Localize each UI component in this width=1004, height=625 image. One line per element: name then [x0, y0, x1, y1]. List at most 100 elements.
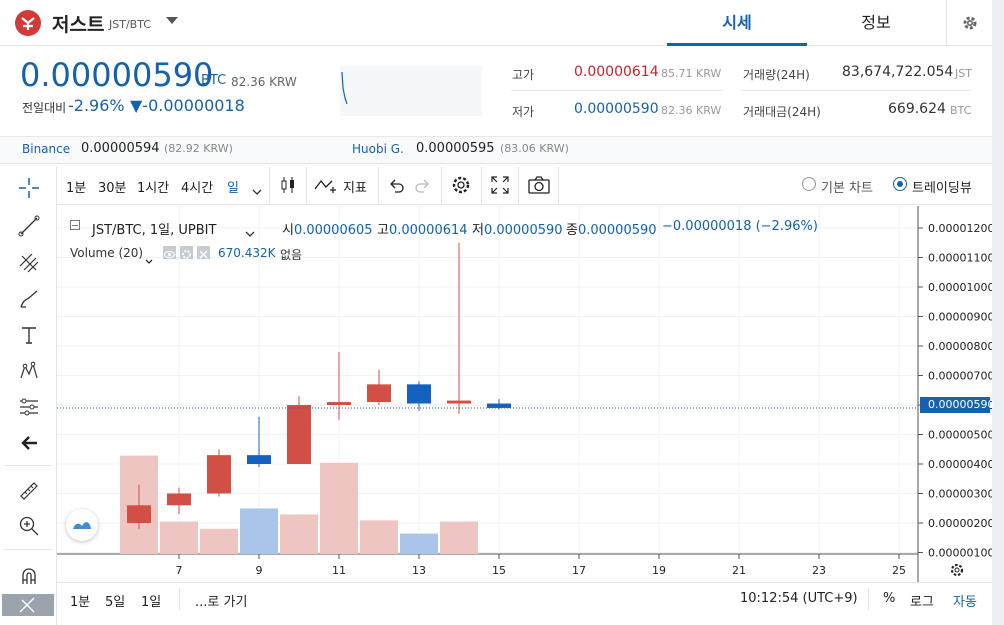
- percent-toggle[interactable]: %: [883, 591, 896, 606]
- divider: [378, 167, 379, 205]
- goto-date[interactable]: ...로 가기: [195, 595, 248, 610]
- tradingview-label[interactable]: 트레이딩뷰: [912, 181, 972, 196]
- exchange-name[interactable]: Binance: [22, 142, 71, 156]
- divider: [179, 588, 180, 610]
- chart-toolbar: [57, 167, 992, 205]
- log-toggle[interactable]: 로그: [910, 595, 934, 610]
- price-chart[interactable]: 0.00001200 0.00001100 0.00001000 0.00000900…: [57, 206, 992, 582]
- redo-icon[interactable]: [415, 178, 431, 197]
- divider: [306, 167, 307, 205]
- fullscreen-icon[interactable]: [490, 175, 510, 199]
- brush-icon[interactable]: [16, 286, 42, 312]
- y-tick-label: 0.00000700: [928, 370, 992, 383]
- interval-1d[interactable]: 일: [227, 181, 239, 196]
- volume-none-label: 없음: [280, 248, 303, 262]
- range-1d[interactable]: 1일: [141, 595, 162, 610]
- y-tick-label: 0.00000200: [928, 517, 992, 530]
- volume-bar: [400, 533, 438, 554]
- radio-tradingview[interactable]: [893, 177, 907, 191]
- indicator-label[interactable]: 지표: [343, 181, 367, 196]
- current-price-tag: 0.00000590: [920, 397, 994, 413]
- chart-settings-gear-icon[interactable]: [450, 174, 472, 200]
- settings-icon[interactable]: [180, 246, 193, 259]
- trend-line-icon[interactable]: [16, 213, 42, 239]
- candle-body: [407, 384, 431, 404]
- tradingview-logo-icon[interactable]: [66, 509, 98, 541]
- ruler-icon[interactable]: [16, 478, 42, 504]
- x-tick-label: 19: [652, 564, 666, 577]
- bottom-bar: [57, 582, 992, 616]
- eye-icon[interactable]: [163, 246, 176, 259]
- chart-title-dropdown-icon[interactable]: [245, 223, 255, 242]
- chart-title[interactable]: JST/BTC, 1일, UPBIT: [92, 223, 217, 238]
- candles-icon[interactable]: [279, 175, 297, 199]
- candle-body: [327, 402, 351, 405]
- volume-title[interactable]: Volume (20): [70, 246, 144, 260]
- exchange-krw: (83.06 KRW): [500, 142, 569, 155]
- radio-basic-chart[interactable]: [802, 177, 816, 191]
- pair-label: JST/BTC: [109, 18, 151, 31]
- interval-1h[interactable]: 1시간: [137, 181, 170, 196]
- high-label-legend: 고: [377, 223, 389, 238]
- exchange-bar: [0, 136, 992, 164]
- zoom-in-icon[interactable]: [16, 513, 42, 539]
- settings-gear-icon[interactable]: [946, 0, 992, 46]
- candle-body: [127, 505, 151, 523]
- divider: [511, 90, 723, 91]
- candle-body: [487, 403, 511, 408]
- tab-info[interactable]: 정보: [861, 13, 891, 32]
- low-value: 0.00000590: [483, 223, 563, 238]
- volume-dropdown-icon[interactable]: [145, 250, 153, 269]
- tab-market[interactable]: 시세: [667, 0, 807, 46]
- volume-value-legend: 670.432K: [218, 246, 276, 260]
- y-tick-label: 0.00001200: [928, 222, 992, 235]
- exchange-price: 0.00000595: [416, 141, 495, 156]
- price-krw: 82.36 KRW: [231, 75, 297, 89]
- range-1m[interactable]: 1분: [70, 595, 91, 610]
- y-tick-label: 0.00000500: [928, 429, 992, 442]
- y-tick-label: 0.00000400: [928, 458, 992, 471]
- crosshair-icon[interactable]: [16, 175, 42, 201]
- high-price: 0.00000614: [574, 64, 659, 80]
- range-5d[interactable]: 5일: [105, 595, 126, 610]
- candle-body: [287, 405, 311, 464]
- interval-4h[interactable]: 4시간: [181, 181, 214, 196]
- auto-toggle[interactable]: 자동: [953, 595, 977, 610]
- high-krw: 85.71 KRW: [661, 67, 722, 80]
- indicator-icon[interactable]: [314, 177, 338, 197]
- interval-1m[interactable]: 1분: [66, 181, 87, 196]
- interval-30m[interactable]: 30분: [98, 181, 127, 196]
- remove-icon[interactable]: [197, 246, 210, 259]
- clock: 10:12:54 (UTC+9): [740, 591, 858, 606]
- divider: [269, 167, 270, 205]
- back-arrow-icon[interactable]: [16, 430, 42, 456]
- x-tick-label: 23: [812, 564, 826, 577]
- x-tick-label: 17: [572, 564, 586, 577]
- pattern-icon[interactable]: [16, 358, 42, 384]
- change-value-legend: −0.00000018 (−2.96%): [662, 219, 818, 234]
- pitchfork-icon[interactable]: [16, 250, 42, 276]
- collapse-legend-icon[interactable]: [70, 220, 80, 230]
- change-label: 전일대비: [22, 101, 67, 115]
- volume-unit: JST: [955, 67, 972, 80]
- y-tick-label: 0.00000100: [928, 547, 992, 560]
- undo-icon[interactable]: [388, 178, 404, 197]
- exchange-name[interactable]: Huobi G.: [352, 142, 404, 156]
- volume-value: 83,674,722.054: [842, 64, 954, 80]
- divider: [481, 167, 482, 205]
- volume-bar: [320, 462, 358, 554]
- y-tick-label: 0.00000900: [928, 311, 992, 324]
- coin-dropdown-icon[interactable]: [166, 17, 178, 24]
- y-tick-label: 0.00000800: [928, 340, 992, 353]
- amount-unit: BTC: [950, 104, 972, 117]
- divider: [741, 90, 971, 91]
- screenshot-camera-icon[interactable]: [527, 175, 551, 199]
- basic-chart-label[interactable]: 기본 차트: [821, 181, 873, 196]
- candle-body: [247, 455, 271, 464]
- fib-levels-icon[interactable]: [16, 394, 42, 420]
- axis-settings-gear-icon[interactable]: [949, 562, 965, 582]
- text-tool-icon[interactable]: [16, 322, 42, 348]
- magnet-icon[interactable]: [16, 563, 42, 589]
- interval-dropdown-icon[interactable]: [252, 181, 262, 200]
- lock-drawings-icon[interactable]: [2, 594, 54, 616]
